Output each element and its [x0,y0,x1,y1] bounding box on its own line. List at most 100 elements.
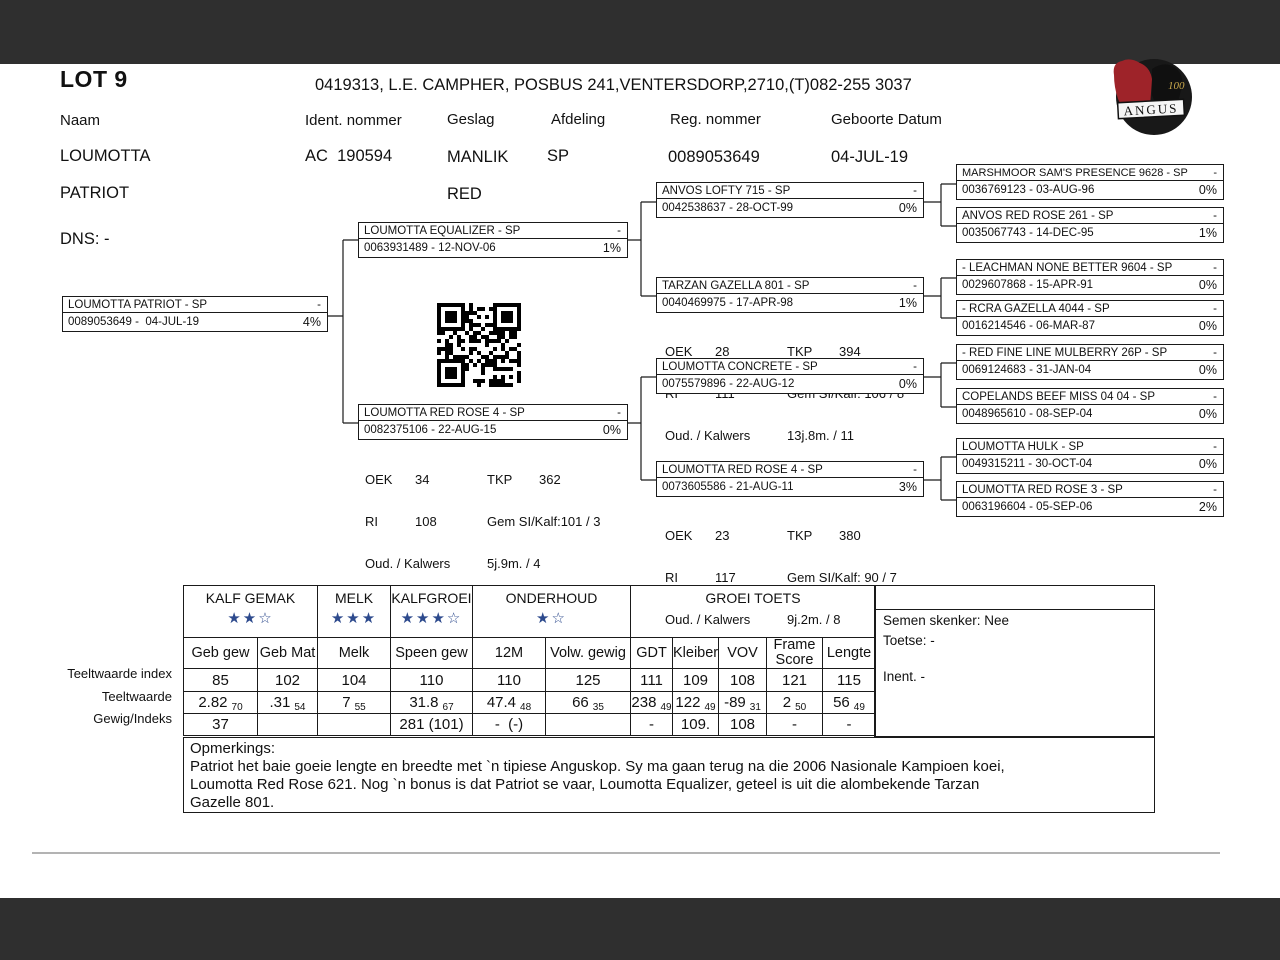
animal-id: 0036769123 - 03-AUG-96 [962,184,1095,196]
pedigree-box-sire: LOUMOTTA EQUALIZER - SP - 0063931489 - 12… [358,222,628,258]
stat-label-oud: Oud. / Kalwers [365,556,451,571]
pedigree-box-ggp-3: - LEACHMAN NONE BETTER 9604 - SP - 002960… [956,259,1224,295]
value-naam-line1: LOUMOTTA [60,147,151,165]
animal-id: 0063931489 - 12-NOV-06 [364,242,496,254]
weight-cell: - [766,713,823,736]
label-naam: Naam [60,112,101,129]
ebv-cell: .31 54 [257,691,318,714]
remarks-line: Loumotta Red Rose 621. Nog `n bonus is d… [190,776,980,793]
col-header: Geb Mat [257,637,318,669]
col-header: Lengte [822,637,876,669]
inbreeding-pct: 4% [302,315,321,329]
label-reg-nommer: Reg. nommer [670,111,761,128]
dash: - [1213,303,1217,315]
dash: - [1213,167,1217,179]
inbreeding-pct: 1% [1198,226,1217,240]
group-kalf-gemak: KALF GEMAK ★★☆ [183,585,318,638]
dash: - [1213,441,1217,453]
animal-id: 0048965610 - 08-SEP-04 [962,408,1093,420]
remarks-title: Opmerkings: [190,740,276,757]
stat-value-oud: 13j.8m. / 11 [787,428,854,443]
index-cell: 125 [545,668,631,692]
ebv-cell: 238 49 [630,691,673,714]
toetse-text: Toetse: - [883,633,935,648]
index-cell: 110 [390,668,473,692]
col-header: Melk [317,637,391,669]
dash: - [617,225,621,237]
index-cell: 110 [472,668,546,692]
index-cell: 104 [317,668,391,692]
index-cell: 109 [672,668,719,692]
group-onderhoud: ONDERHOUD ★☆ [472,585,631,638]
qr-code [437,303,521,392]
weight-cell: - [822,713,876,736]
stat-label-tkp: TKP [787,344,813,359]
animal-name: LOUMOTTA EQUALIZER - SP [364,225,521,237]
animal-id: 0089053649 - 04-JUL-19 [68,316,200,328]
ebv-cell: 122 49 [672,691,719,714]
stat-label-oek: OEK [365,472,393,487]
animal-name: LOUMOTTA RED ROSE 4 - SP [662,464,823,476]
stat-label-tkp: TKP [487,472,513,487]
pedigree-box-ggp-6: COPELANDS BEEF MISS 04 04 - SP - 00489656… [956,388,1224,424]
stat-label-ri: RI [665,570,678,585]
stat-label-gem: Gem SI/Kalf: [487,514,561,529]
animal-id: 0029607868 - 15-APR-91 [962,279,1094,291]
animal-name: - LEACHMAN NONE BETTER 9604 - SP [962,262,1173,274]
label-geslag: Geslag [447,111,495,128]
pedigree-box-dams-sire: LOUMOTTA CONCRETE - SP - 0075579896 - 22-… [656,358,924,394]
animal-name: MARSHMOOR SAM'S PRESENCE 9628 - SP [962,167,1188,179]
weight-cell: 109. [672,713,719,736]
group-melk: MELK ★★★ [317,585,391,638]
pedigree-box-ggp-2: ANVOS RED ROSE 261 - SP - 0035067743 - 14… [956,207,1224,243]
animal-id: 0082375106 - 22-AUG-15 [364,424,497,436]
label-geboorte-datum: Geboorte Datum [831,111,942,128]
pedigree-box-dam: LOUMOTTA RED ROSE 4 - SP - 0082375106 - 2… [358,404,628,440]
col-header: Kleiber [672,637,719,669]
group-groei-toets: GROEI TOETS [630,585,876,638]
animal-id: 0049315211 - 30-OCT-04 [962,458,1093,470]
lot-number: LOT 9 [60,66,128,92]
index-cell: 121 [766,668,823,692]
top-bar [0,0,1280,64]
weight-cell: - [630,713,673,736]
bottom-bar [0,898,1280,960]
animal-name: - RCRA GAZELLA 4044 - SP [962,303,1110,315]
inbreeding-pct: 0% [602,423,621,437]
logo-years-text: 100 [1168,80,1185,92]
index-cell: 85 [183,668,258,692]
index-cell: 115 [822,668,876,692]
stat-value-gem: 101 / 3 [560,514,601,529]
pedigree-box-ggp-1: MARSHMOOR SAM'S PRESENCE 9628 - SP - 0036… [956,164,1224,200]
dash: - [913,185,917,197]
stat-value-ri: 108 [415,514,437,529]
pedigree-box-ggp-4: - RCRA GAZELLA 4044 - SP - 0016214546 - 0… [956,300,1224,336]
ebv-cell: 2.82 70 [183,691,258,714]
pedigree-box-sires-dam: TARZAN GAZELLA 801 - SP - 0040469975 - 17… [656,277,924,313]
index-cell: 102 [257,668,318,692]
stat-value-oud: 5j.9m. / 4 [487,556,541,571]
star-rating: ★☆ [536,610,567,627]
animal-id: 0016214546 - 06-MAR-87 [962,320,1095,332]
animal-name: ANVOS RED ROSE 261 - SP [962,210,1114,222]
ebv-cell: 56 49 [822,691,876,714]
row-label-teeltwaarde-index: Teeltwaarde index [67,666,172,681]
info-panel-divider [875,609,1154,610]
inbreeding-pct: 1% [602,241,621,255]
remarks-line: Gazelle 801. [190,794,275,811]
inbreeding-pct: 0% [1198,278,1217,292]
inbreeding-pct: 1% [898,296,917,310]
stat-label-ri: RI [365,514,378,529]
col-header: Volw. gewig [545,637,631,669]
value-geslag: MANLIK [447,148,509,166]
animal-id: 0075579896 - 22-AUG-12 [662,378,795,390]
ebv-cell: 47.4 48 [472,691,546,714]
inbreeding-pct: 3% [898,480,917,494]
stat-label-gem: Gem SI/Kalf: [787,570,861,585]
inbreeding-pct: 0% [898,201,917,215]
col-header: GDT [630,637,673,669]
dash: - [1213,484,1217,496]
animal-name: TARZAN GAZELLA 801 - SP [662,280,810,292]
weight-cell: 108 [718,713,767,736]
